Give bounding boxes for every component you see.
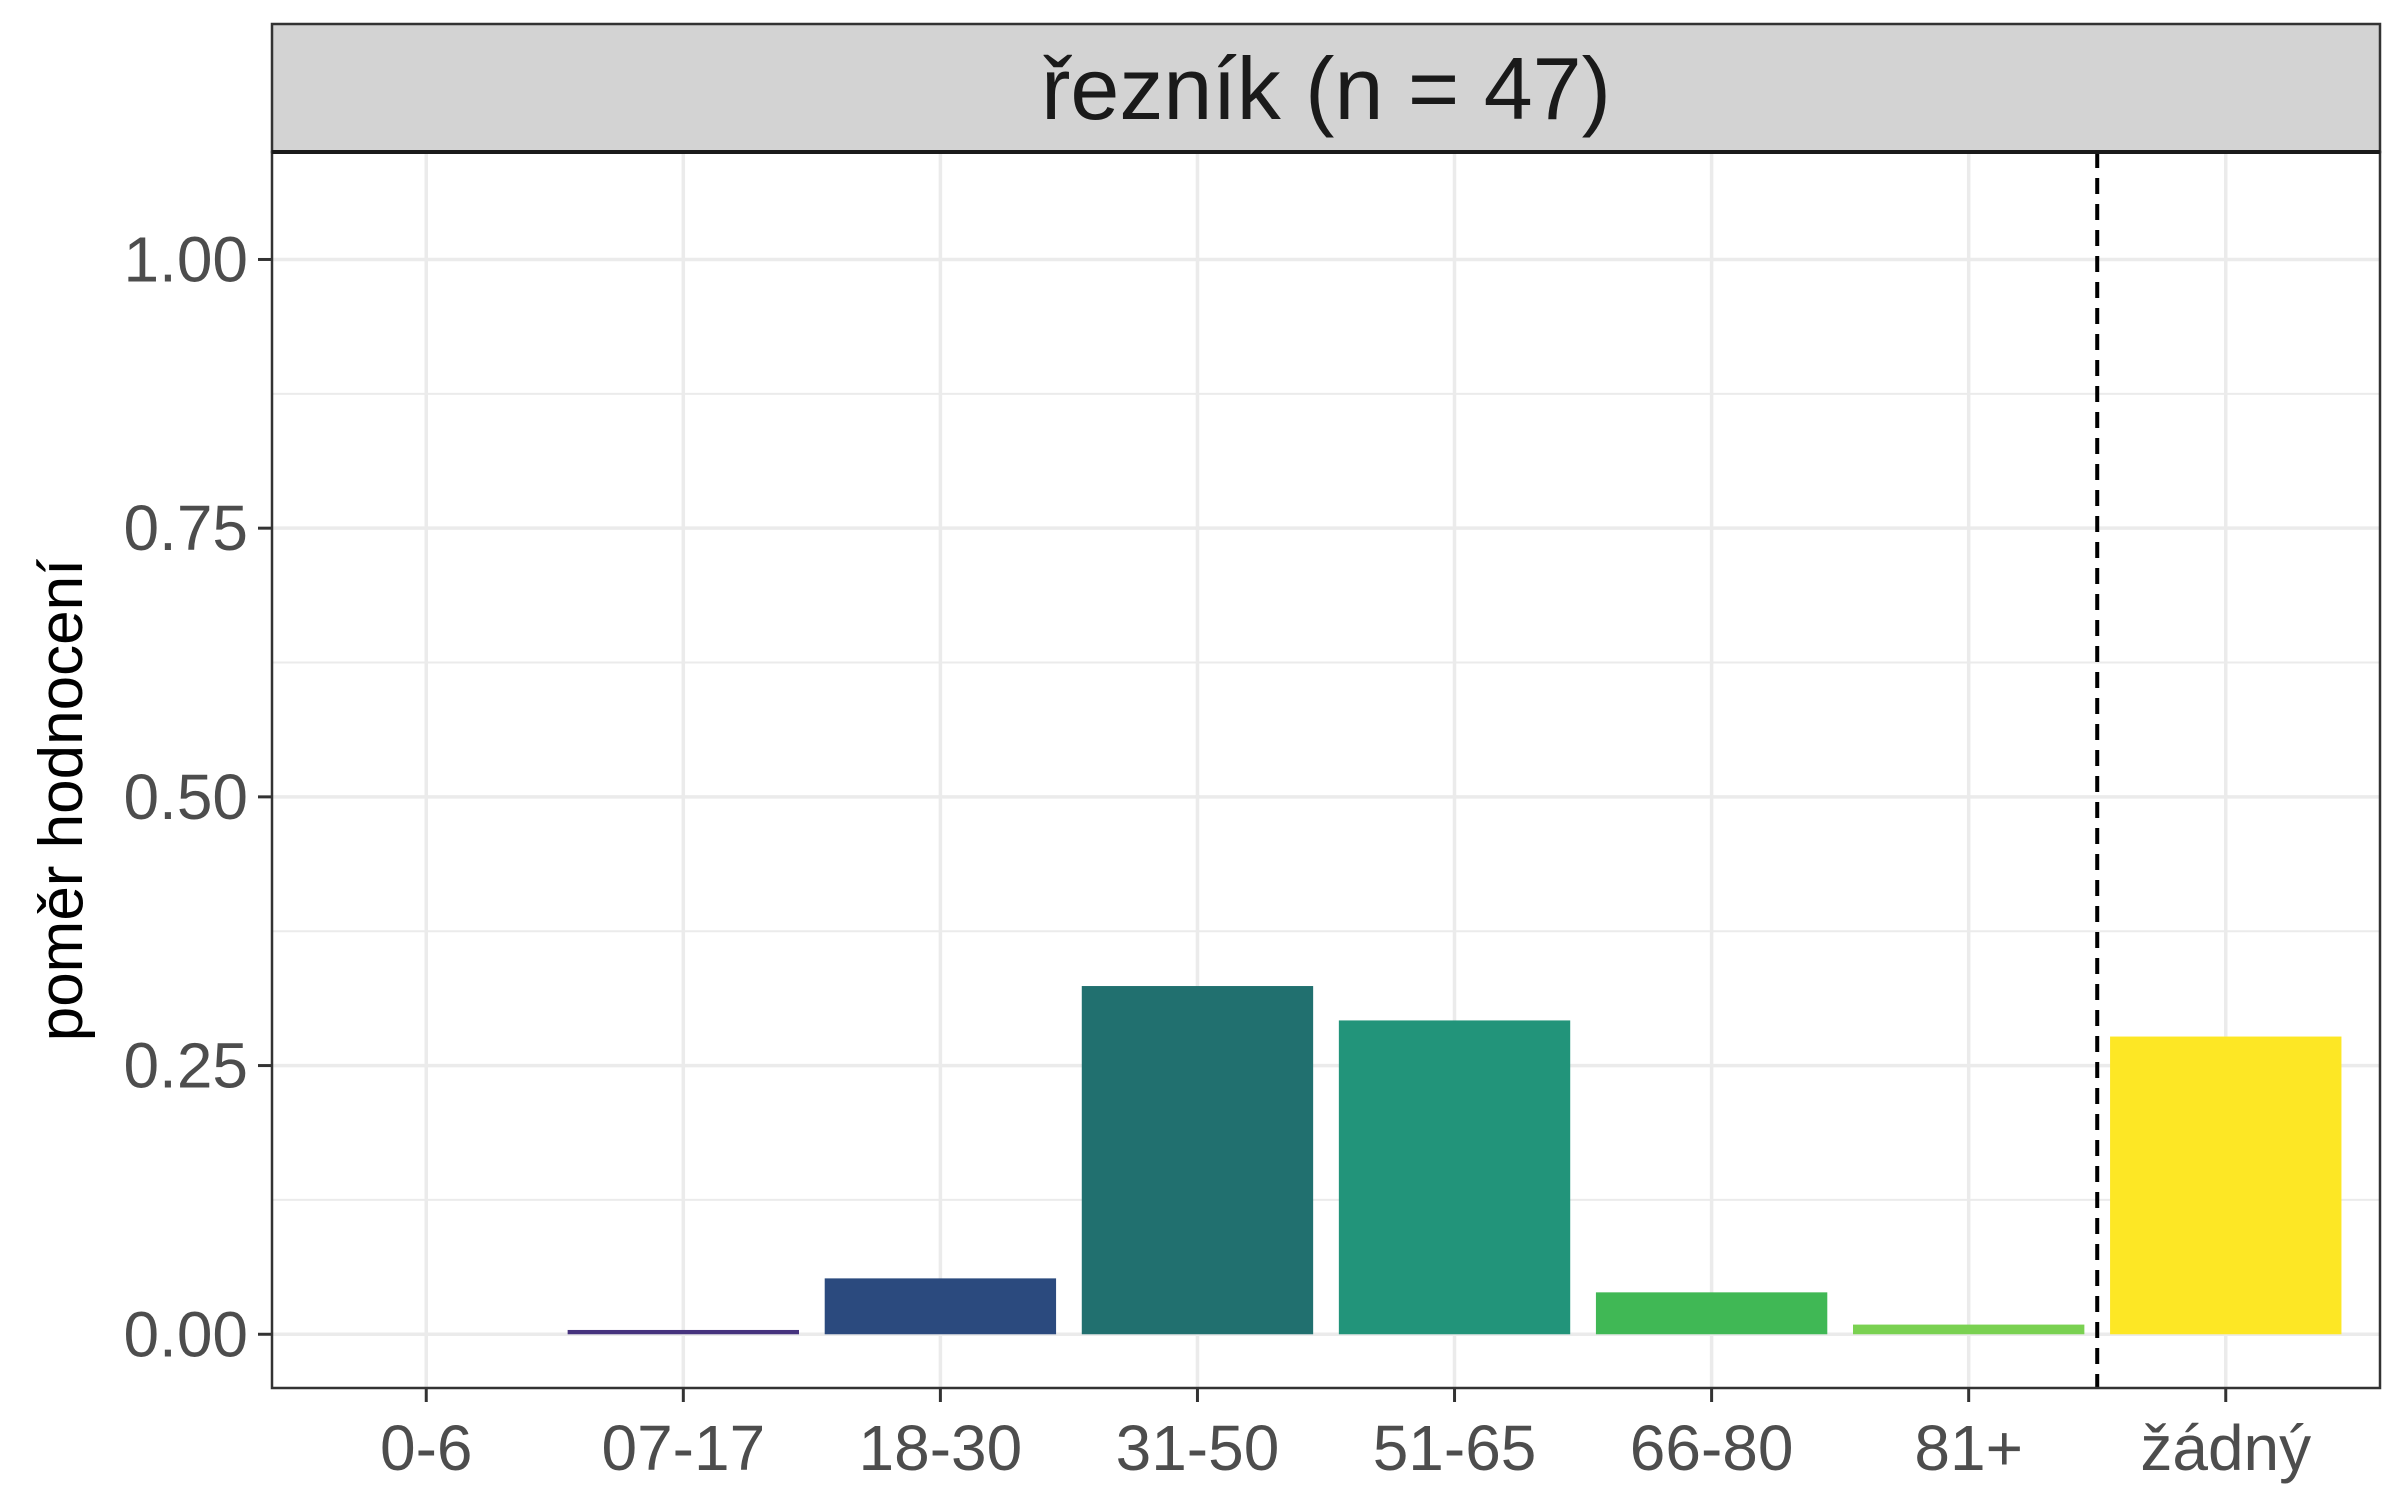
bar-žádný [2110,1036,2342,1335]
bar-31-50 [1081,986,1314,1335]
grid [272,152,2380,1388]
y-axis-title: poměr hodnocení [27,559,96,1042]
x-tick-label: 31-50 [1116,1412,1280,1484]
facet-title: řezník (n = 47) [1041,39,1611,138]
panel-frame [270,150,2382,1390]
y-tick-label: 0.00 [123,1298,248,1370]
x-tick-label: žádný [2140,1412,2311,1484]
x-tick-label: 66-80 [1630,1412,1794,1484]
x-axis: 0-6 07-17 18-30 31-50 51-65 66-80 81+ žádný [380,1388,2311,1484]
bar-51-65 [1338,1020,1571,1335]
bar-81+ [1853,1324,2085,1335]
y-tick-label: 0.75 [123,492,248,564]
bar-66-80 [1595,1292,1828,1335]
facet-strip: řezník (n = 47) [270,22,2382,154]
facet-strip-background [270,22,2382,154]
panel-border [270,150,2382,1390]
y-tick-label: 1.00 [123,223,248,295]
x-tick-label: 81+ [1914,1412,2023,1484]
bar-07-17 [567,1329,799,1335]
x-tick-label: 51-65 [1373,1412,1537,1484]
x-tick-label: 0-6 [380,1412,473,1484]
y-tick-label: 0.50 [123,761,248,833]
bars [567,986,2342,1335]
bar-18-30 [824,1278,1057,1335]
y-tick-label: 0.25 [123,1030,248,1102]
y-axis: 0.00 0.25 0.50 0.75 1.00 [123,223,272,1370]
x-tick-label: 07-17 [601,1412,765,1484]
x-tick-label: 18-30 [859,1412,1023,1484]
